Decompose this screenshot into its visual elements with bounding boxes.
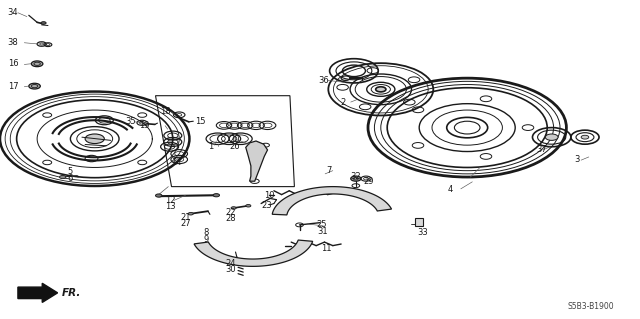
Text: 10: 10: [264, 191, 274, 200]
Text: S5B3-B1900: S5B3-B1900: [568, 302, 614, 311]
Text: 38: 38: [8, 38, 19, 47]
Text: FR.: FR.: [61, 288, 81, 298]
Text: 30: 30: [225, 265, 236, 274]
Polygon shape: [18, 283, 58, 302]
Text: 35: 35: [125, 117, 136, 126]
Text: 6: 6: [67, 174, 72, 183]
Text: 37: 37: [536, 145, 547, 154]
Text: 22: 22: [225, 208, 236, 217]
Text: 1: 1: [208, 142, 213, 151]
Text: 36: 36: [319, 76, 330, 85]
Circle shape: [376, 87, 386, 92]
Circle shape: [85, 134, 104, 144]
Circle shape: [213, 194, 220, 197]
Text: 16: 16: [8, 59, 19, 68]
Text: 3: 3: [575, 155, 580, 164]
Text: 27: 27: [180, 219, 191, 228]
Polygon shape: [194, 240, 313, 266]
Text: 14: 14: [172, 158, 182, 167]
Circle shape: [60, 175, 66, 179]
Circle shape: [188, 212, 193, 215]
Circle shape: [581, 135, 589, 139]
Circle shape: [29, 83, 40, 89]
Text: 28: 28: [225, 214, 236, 223]
Circle shape: [41, 22, 46, 24]
Text: 24: 24: [225, 259, 236, 268]
Text: 31: 31: [317, 227, 328, 236]
Text: 7: 7: [326, 166, 332, 175]
Text: 34: 34: [8, 8, 19, 17]
Text: 19: 19: [140, 121, 150, 130]
Text: 33: 33: [417, 228, 428, 237]
Circle shape: [545, 134, 558, 140]
Circle shape: [351, 176, 361, 181]
Text: 25: 25: [317, 220, 327, 229]
Text: 13: 13: [165, 202, 176, 211]
Text: 18: 18: [160, 107, 171, 116]
Text: 32: 32: [351, 172, 362, 181]
Text: 2: 2: [340, 98, 346, 107]
Text: 20: 20: [229, 135, 239, 144]
Text: 11: 11: [321, 244, 332, 253]
Text: 15: 15: [195, 117, 205, 126]
Circle shape: [246, 204, 251, 207]
Circle shape: [156, 194, 162, 197]
Text: 12: 12: [165, 196, 175, 205]
Text: 4: 4: [448, 185, 453, 194]
Text: 23: 23: [261, 201, 272, 210]
Bar: [415, 218, 423, 226]
Text: 26: 26: [229, 142, 240, 151]
Text: 5: 5: [67, 167, 72, 176]
Text: 21: 21: [180, 213, 191, 222]
Polygon shape: [272, 187, 392, 215]
Text: 29: 29: [364, 177, 374, 186]
Circle shape: [31, 61, 43, 67]
Text: 17: 17: [8, 82, 19, 91]
Polygon shape: [246, 141, 268, 181]
Circle shape: [231, 207, 236, 209]
Text: 9: 9: [204, 235, 209, 244]
Text: 8: 8: [204, 228, 209, 237]
